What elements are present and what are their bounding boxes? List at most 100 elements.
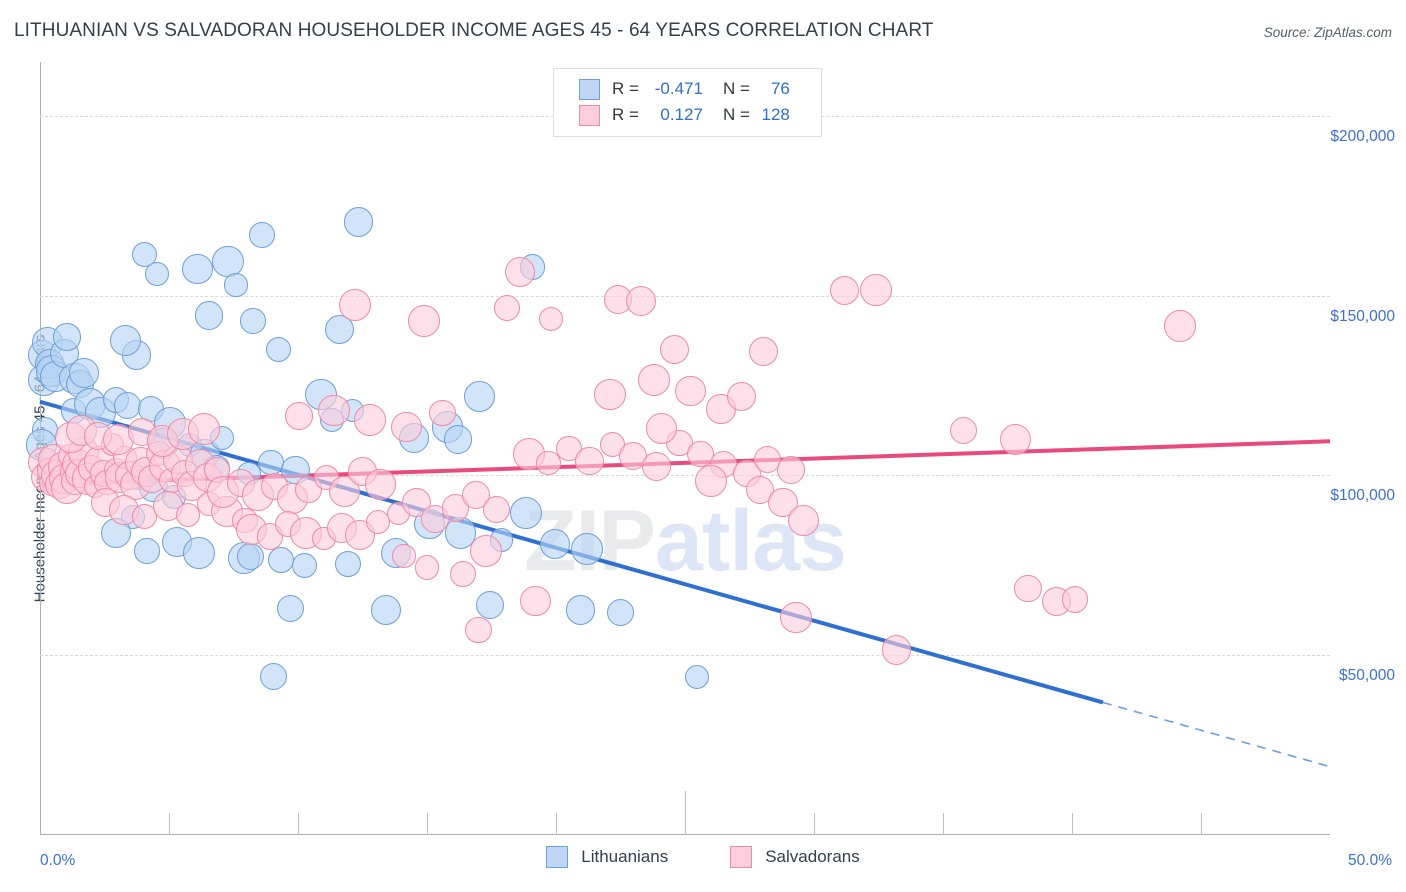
scatter-point	[343, 207, 374, 237]
scatter-point	[510, 497, 543, 530]
y-axis-tick-label: $100,000	[1330, 487, 1395, 505]
x-axis-tick	[943, 813, 944, 835]
x-axis-tick	[1072, 813, 1073, 835]
scatter-point	[134, 538, 160, 564]
scatter-point	[109, 325, 141, 357]
correlation-stats-box: R = -0.471 N = 76 R = 0.127 N = 128	[553, 68, 822, 137]
scatter-point	[754, 445, 782, 473]
scatter-point	[145, 262, 170, 286]
scatter-point	[748, 336, 779, 367]
scatter-point	[182, 536, 215, 569]
gridline	[40, 475, 1330, 477]
scatter-point	[268, 546, 295, 573]
legend-item-salvadorans[interactable]: Salvadorans	[730, 846, 860, 868]
series-legend: Lithuanians Salvadorans	[0, 846, 1406, 868]
stats-r-value-2: 0.127	[660, 105, 703, 124]
scatter-point	[659, 334, 690, 365]
scatter-point	[420, 504, 449, 533]
scatter-point	[780, 601, 812, 634]
scatter-point	[950, 416, 978, 445]
legend-swatch-lithuanians	[546, 846, 569, 868]
stats-n-value-2: 128	[761, 105, 790, 124]
scatter-point	[443, 425, 473, 454]
x-axis-min-label: 0.0%	[40, 852, 76, 869]
legend-swatch-salvadorans	[730, 846, 753, 868]
scatter-point	[465, 616, 492, 644]
scatter-point	[365, 510, 391, 535]
stats-swatch-pink	[579, 104, 600, 126]
scatter-point	[881, 634, 912, 665]
scatter-point	[787, 504, 820, 537]
scatter-point	[335, 550, 362, 577]
scatter-point	[248, 221, 275, 248]
scatter-point	[182, 253, 213, 284]
scatter-point	[53, 323, 81, 351]
scatter-point	[626, 286, 657, 317]
page-title: LITHUANIAN VS SALVADORAN HOUSEHOLDER INC…	[14, 20, 934, 41]
scatter-point	[429, 399, 456, 426]
scatter-point	[539, 528, 570, 559]
stats-row-lithuanians: R = -0.471 N = 76	[554, 76, 821, 102]
scatter-point	[391, 411, 422, 443]
scatter-point	[999, 423, 1031, 456]
scatter-point	[776, 456, 805, 484]
scatter-point	[1061, 586, 1088, 613]
scatter-point	[594, 378, 627, 411]
x-axis-tick	[814, 813, 815, 835]
scatter-point	[276, 594, 304, 622]
scatter-point	[354, 403, 387, 436]
scatter-point	[694, 464, 727, 497]
scatter-point	[266, 337, 292, 363]
scatter-point	[470, 534, 503, 567]
x-axis-tick	[298, 813, 299, 835]
scatter-point	[450, 561, 477, 588]
scatter-point	[365, 469, 396, 500]
stats-row-salvadorans: R = 0.127 N = 128	[554, 102, 821, 128]
scatter-point	[535, 450, 561, 476]
scatter-point	[493, 295, 521, 322]
stats-n-value-1: 76	[770, 79, 790, 98]
y-axis-tick-label: $50,000	[1338, 667, 1395, 685]
scatter-point	[240, 308, 266, 334]
scatter-point	[684, 664, 709, 689]
scatter-point	[575, 446, 604, 476]
scatter-point	[114, 391, 142, 419]
scatter-point	[402, 487, 432, 518]
x-axis-tick	[556, 813, 557, 835]
x-axis-tick	[169, 813, 170, 835]
scatter-point	[504, 257, 536, 288]
scatter-point	[565, 595, 596, 626]
scatter-point	[69, 358, 99, 388]
scatter-point	[483, 496, 510, 523]
scatter-point	[258, 450, 284, 476]
scatter-point	[859, 274, 892, 307]
scatter-point	[370, 595, 401, 626]
scatter-point	[176, 502, 201, 528]
stats-n-label-2: N =	[722, 105, 750, 124]
scatter-point	[408, 304, 441, 337]
y-axis-tick-label: $200,000	[1330, 127, 1395, 145]
plot-area: ZIPatlas $200,000$150,000$100,000$50,000	[25, 62, 1395, 835]
x-axis-tick	[1201, 813, 1202, 835]
x-axis-tick	[427, 813, 428, 835]
scatter-point	[224, 273, 248, 297]
scatter-point	[571, 533, 603, 566]
legend-label-salvadorans: Salvadorans	[765, 847, 860, 866]
legend-item-lithuanians[interactable]: Lithuanians	[546, 846, 668, 868]
scatter-point	[1164, 310, 1197, 343]
scatter-point	[328, 476, 361, 508]
scatter-point	[538, 306, 564, 332]
scatter-point	[687, 440, 714, 468]
scatter-point	[674, 375, 706, 407]
scatter-point	[830, 275, 860, 305]
scatter-point	[476, 590, 505, 619]
scatter-point	[338, 288, 371, 321]
source-attribution: Source: ZipAtlas.com	[1263, 25, 1392, 40]
scatter-point	[259, 663, 288, 691]
x-axis-max-label: 50.0%	[1348, 852, 1392, 869]
trend-line-extrapolated-lithuanians	[1102, 701, 1331, 768]
scatter-point	[642, 452, 672, 481]
scatter-point	[187, 412, 220, 445]
y-axis-tick-label: $150,000	[1330, 307, 1395, 325]
